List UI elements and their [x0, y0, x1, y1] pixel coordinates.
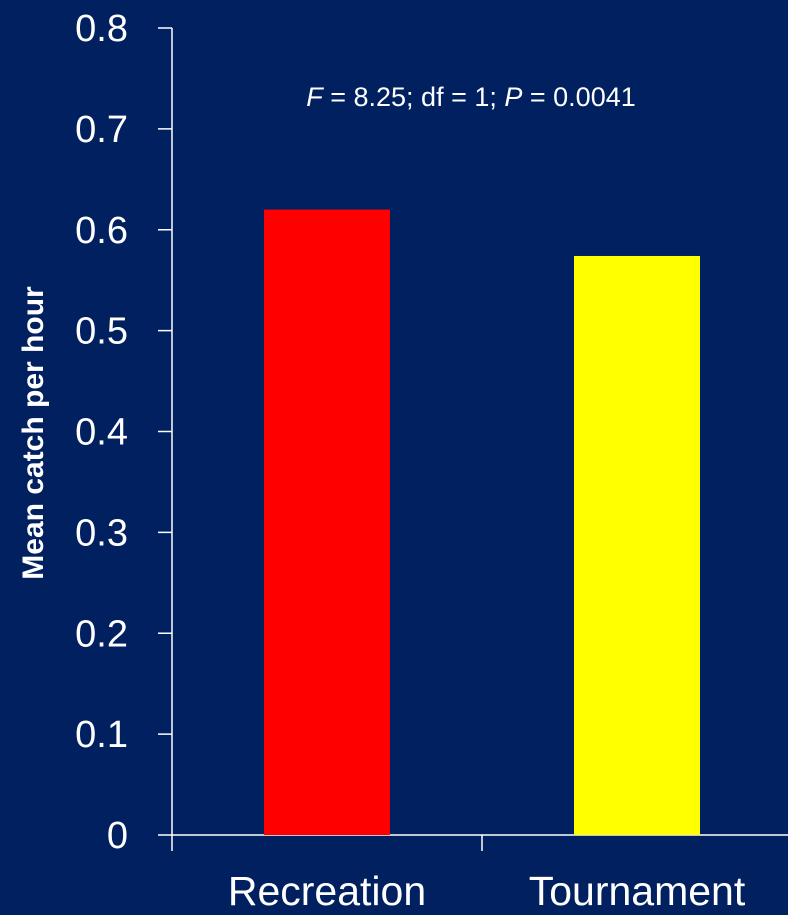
y-tick-label: 0.6	[75, 210, 128, 252]
y-tick-label: 0.3	[75, 512, 128, 554]
y-tick-label: 0.4	[75, 412, 128, 454]
y-tick-label: 0.8	[75, 8, 128, 50]
category-label-tournament: Tournament	[529, 868, 746, 914]
bar-tournament	[574, 255, 700, 836]
category-label-recreation: Recreation	[228, 868, 426, 914]
y-tick-label: 0.1	[75, 714, 128, 756]
y-tick-label: 0.7	[75, 109, 128, 151]
x-axis-ticks	[171, 835, 483, 851]
f-symbol: F	[306, 82, 324, 112]
statistics-annotation: F = 8.25; df = 1; P = 0.0041	[306, 82, 636, 112]
f-stat-text: = 8.25; df = 1;	[323, 82, 505, 112]
y-axis-label: Mean catch per hour	[17, 286, 50, 580]
y-tick-label: 0.5	[75, 311, 128, 353]
bars	[264, 209, 700, 836]
bar-recreation	[264, 209, 390, 835]
y-axis-ticks: 0 0.1 0.2 0.3 0.4 0.5 0.6 0.7 0.8	[75, 8, 172, 857]
y-tick-label: 0.2	[75, 613, 128, 655]
y-tick-label: 0	[107, 815, 128, 857]
category-labels: Recreation Tournament	[228, 868, 746, 914]
p-value-text: = 0.0041	[522, 82, 635, 112]
p-symbol: P	[504, 82, 522, 112]
